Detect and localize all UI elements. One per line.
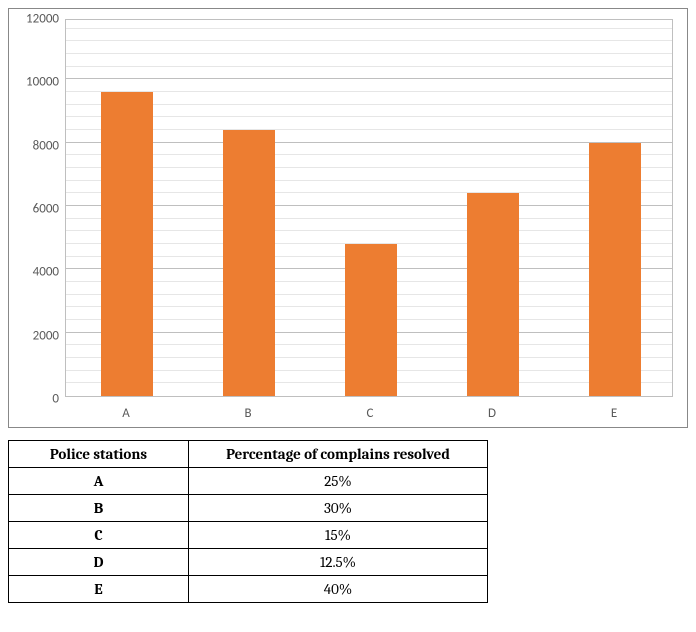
table-header-row: Police stations Percentage of complains … xyxy=(9,441,488,468)
x-tick-label: B xyxy=(244,406,251,421)
cell-percentage: 40% xyxy=(189,576,488,603)
table-row: E40% xyxy=(9,576,488,603)
table-row: D12.5% xyxy=(9,549,488,576)
x-tick-label: A xyxy=(122,406,130,421)
y-tick-label: 12000 xyxy=(11,12,59,27)
cell-station: D xyxy=(9,549,189,576)
table-body: A25%B30%C15%D12.5%E40% xyxy=(9,468,488,603)
cell-station: B xyxy=(9,495,189,522)
cell-percentage: 25% xyxy=(189,468,488,495)
table-row: A25% xyxy=(9,468,488,495)
plot-area xyxy=(65,19,673,397)
y-tick-label: 8000 xyxy=(11,138,59,153)
x-tick-label: D xyxy=(488,406,496,421)
bars-group xyxy=(66,20,672,396)
bar-chart: 0 2000 4000 6000 8000 10000 12000 A B C D E xyxy=(8,8,688,428)
cell-percentage: 15% xyxy=(189,522,488,549)
col-header-percentage: Percentage of complains resolved xyxy=(189,441,488,468)
bar xyxy=(223,130,274,396)
y-tick-label: 6000 xyxy=(11,202,59,217)
x-tick-label: C xyxy=(367,406,374,421)
y-tick-label: 10000 xyxy=(11,75,59,90)
cell-station: E xyxy=(9,576,189,603)
bar xyxy=(467,193,518,396)
col-header-station: Police stations xyxy=(9,441,189,468)
bar xyxy=(345,244,396,396)
bar xyxy=(589,143,640,396)
table-row: C15% xyxy=(9,522,488,549)
y-tick-label: 2000 xyxy=(11,328,59,343)
cell-percentage: 30% xyxy=(189,495,488,522)
y-tick-label: 0 xyxy=(11,392,59,407)
resolved-table: Police stations Percentage of complains … xyxy=(8,440,488,603)
cell-station: A xyxy=(9,468,189,495)
table-row: B30% xyxy=(9,495,488,522)
bar xyxy=(101,92,152,396)
cell-station: C xyxy=(9,522,189,549)
cell-percentage: 12.5% xyxy=(189,549,488,576)
x-tick-label: E xyxy=(611,406,617,421)
y-tick-label: 4000 xyxy=(11,265,59,280)
